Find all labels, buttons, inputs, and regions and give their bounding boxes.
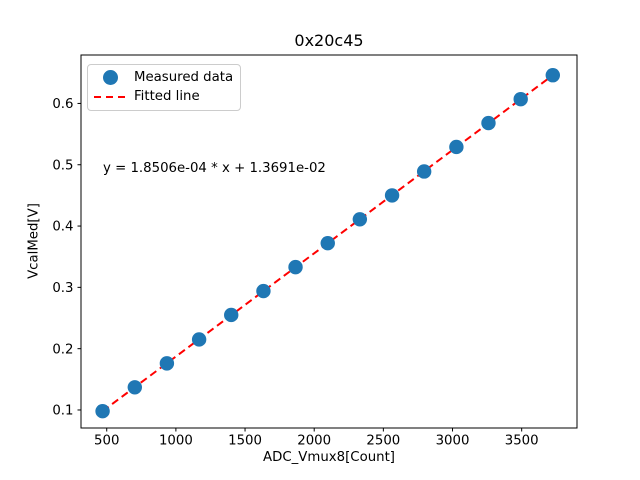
legend-handle	[94, 70, 126, 86]
y-tick-label: 0.6	[52, 97, 73, 112]
y-tick-label: 0.3	[52, 281, 73, 296]
data-points	[95, 68, 560, 419]
fit-equation-annotation: y = 1.8506e-04 * x + 1.3691e-02	[103, 161, 326, 176]
data-point	[352, 212, 368, 227]
x-tick-label: 500	[94, 434, 119, 449]
y-axis-label: VcalMed[V]	[26, 203, 42, 279]
y-tick-label: 0.2	[52, 342, 73, 357]
x-tick-label: 1000	[159, 434, 193, 449]
legend-label-measured-data: Measured data	[134, 69, 234, 85]
legend-item-measured-data: Measured data	[94, 68, 234, 88]
data-point	[481, 115, 496, 131]
legend: Measured data Fitted line	[87, 64, 241, 111]
x-tick-label: 3500	[505, 434, 539, 449]
x-tick-label: 2000	[297, 434, 331, 449]
legend-handle	[94, 96, 126, 99]
x-axis-label: ADC_Vmux8[Count]	[263, 450, 395, 465]
data-point	[449, 139, 464, 155]
data-point	[320, 236, 335, 251]
dashed-line-icon	[94, 96, 126, 99]
data-point	[256, 283, 271, 299]
data-point	[95, 404, 110, 419]
data-point	[159, 356, 175, 371]
scatter-marker-icon	[102, 70, 118, 86]
chart-title: 0x20c45	[294, 31, 364, 50]
legend-item-fitted-line: Fitted line	[94, 88, 234, 108]
data-point	[513, 91, 528, 107]
data-point	[288, 259, 303, 275]
data-point	[127, 380, 143, 395]
y-axis: 0.1 0.2 0.3 0.4 0.5 0.6	[52, 97, 81, 419]
data-point	[384, 188, 400, 203]
y-tick-label: 0.4	[52, 220, 73, 235]
x-tick-label: 1500	[228, 434, 262, 449]
x-axis: 500 1000 1500 2000 2500 3000 3500	[94, 428, 539, 449]
data-point	[416, 164, 432, 179]
data-point	[224, 307, 239, 323]
y-tick-label: 0.1	[52, 404, 73, 419]
data-point	[191, 332, 207, 347]
x-tick-label: 3000	[436, 434, 470, 449]
data-point	[545, 68, 560, 83]
y-tick-label: 0.5	[52, 158, 73, 173]
axes-frame	[80, 54, 578, 429]
legend-label-fitted-line: Fitted line	[134, 89, 200, 105]
x-tick-label: 2500	[366, 434, 400, 449]
